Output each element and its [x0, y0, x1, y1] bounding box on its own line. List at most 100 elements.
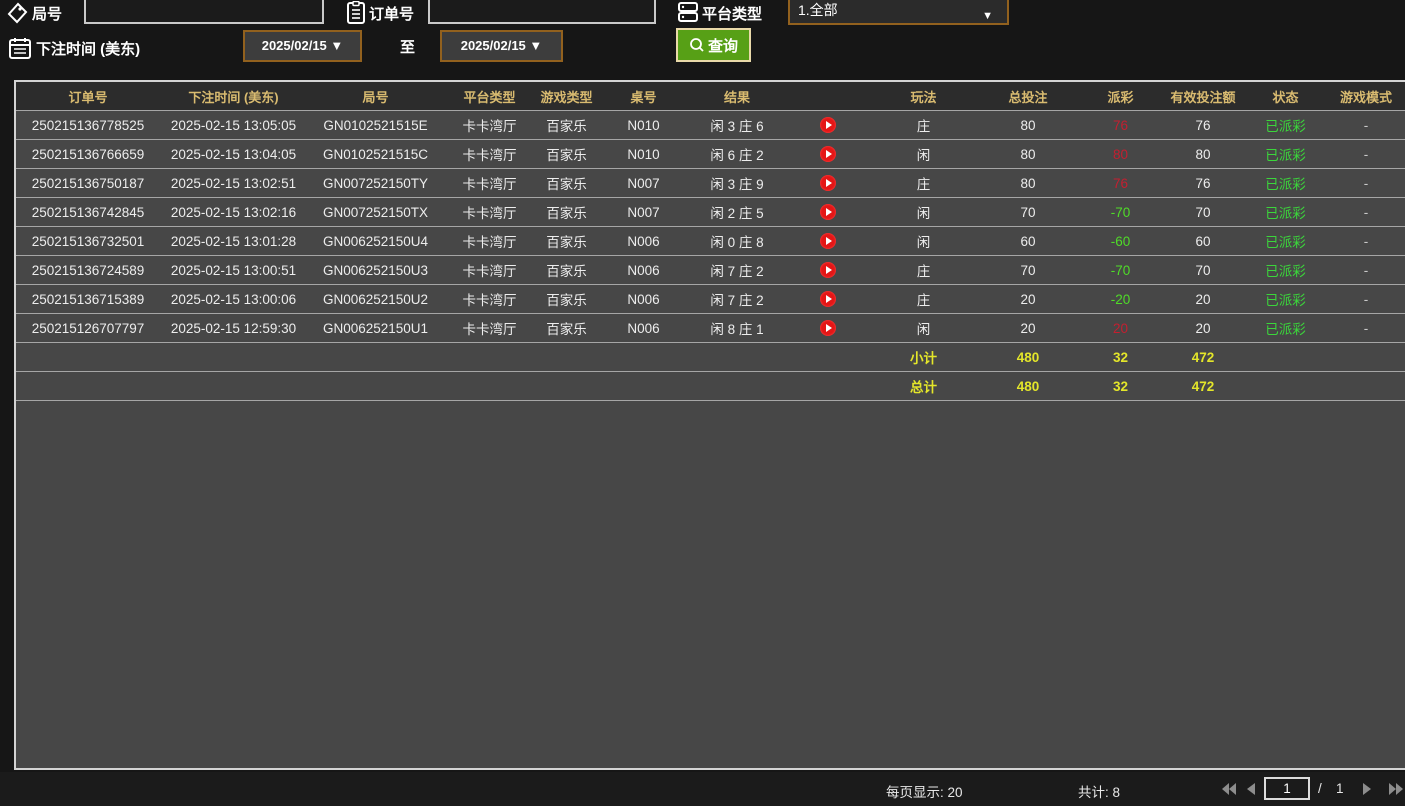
grand-total-payout: 32	[1112, 378, 1129, 394]
cell-payout: -70	[1110, 204, 1131, 220]
cell-total-bet: 70	[1020, 262, 1036, 278]
grand-total-label: 总计	[910, 380, 937, 395]
replay-play-icon[interactable]	[819, 204, 836, 220]
total-count-label: 共计: 8	[1078, 785, 1121, 800]
cell-status: 已派彩	[1265, 177, 1306, 192]
cell-order-id: 250215136715389	[31, 291, 145, 307]
column-header: 结果	[723, 89, 750, 105]
bet-time-label: 下注时间 (美东)	[36, 41, 141, 58]
cell-bet-on: 庄	[916, 264, 931, 279]
pagination-bar: 每页显示: 20 共计: 8 / 1	[0, 772, 1405, 806]
cell-table-no: N010	[627, 117, 660, 133]
column-header: 下注时间 (美东)	[188, 89, 279, 105]
cell-valid-bet: 20	[1195, 320, 1211, 336]
cell-result: 闲 6 庄 2	[710, 148, 764, 163]
next-page-button[interactable]	[1362, 782, 1372, 796]
bet-history-table: 订单号 下注时间 (美东) 局号 平台类型 游戏类型 桌号 结果 玩法 总投注 派彩 有效投注额 状态…	[14, 80, 1405, 770]
cell-total-bet: 80	[1020, 146, 1036, 162]
column-header: 桌号	[630, 89, 657, 105]
round-id-input[interactable]	[84, 0, 324, 24]
filter-bar: 局号 订单号 平台类型 1.全部 ▼ 下注时间 (美东) 2025/02/15 …	[0, 0, 1405, 78]
cell-round-id: GN007252150TY	[322, 175, 429, 191]
cell-status: 已派彩	[1265, 264, 1306, 279]
replay-play-icon[interactable]	[819, 146, 836, 162]
cell-total-bet: 60	[1020, 233, 1036, 249]
column-header: 总投注	[1008, 89, 1048, 105]
platform-type-select[interactable]: 1.全部 ▼	[788, 0, 1009, 25]
cell-valid-bet: 80	[1195, 146, 1211, 162]
cell-game-mode: -	[1363, 291, 1369, 307]
page-number-input[interactable]	[1264, 777, 1310, 800]
cell-result: 闲 3 庄 6	[710, 119, 764, 134]
cell-order-id: 250215136750187	[31, 175, 145, 191]
table-row: 250215126707797 2025-02-15 12:59:30 GN00…	[16, 313, 1405, 342]
search-button-label: 查询	[707, 37, 738, 55]
cell-game-mode: -	[1363, 117, 1369, 133]
cell-order-id: 250215136742845	[31, 204, 145, 220]
cell-platform: 卡卡湾厅	[462, 293, 517, 308]
cell-table-no: N010	[627, 146, 660, 162]
table-row: 250215136732501 2025-02-15 13:01:28 GN00…	[16, 226, 1405, 255]
cell-round-id: GN006252150U2	[322, 291, 429, 307]
cell-result: 闲 8 庄 1	[710, 322, 764, 337]
cell-table-no: N006	[627, 262, 660, 278]
cell-status: 已派彩	[1265, 119, 1306, 134]
table-row: 250215136715389 2025-02-15 13:00:06 GN00…	[16, 284, 1405, 313]
replay-play-icon[interactable]	[819, 291, 836, 307]
cell-table-no: N007	[627, 175, 660, 191]
cell-game-mode: -	[1363, 146, 1369, 162]
replay-play-icon[interactable]	[819, 233, 836, 249]
column-header: 玩法	[910, 89, 937, 105]
cell-valid-bet: 20	[1195, 291, 1211, 307]
cell-status: 已派彩	[1265, 293, 1306, 308]
date-from-picker[interactable]: 2025/02/15 ▼	[243, 30, 362, 62]
cell-game-mode: -	[1363, 204, 1369, 220]
cell-status: 已派彩	[1265, 322, 1306, 337]
subtotal-label: 小计	[910, 351, 937, 366]
column-header: 状态	[1272, 89, 1299, 105]
round-id-label: 局号	[32, 6, 63, 23]
cell-result: 闲 7 庄 2	[710, 293, 764, 308]
grand-total-row: 总计 480 32 472	[16, 371, 1405, 400]
cell-payout: -60	[1110, 233, 1131, 249]
replay-play-icon[interactable]	[819, 175, 836, 191]
cell-order-id: 250215136766659	[31, 146, 145, 162]
cell-payout: 20	[1112, 320, 1129, 336]
search-button[interactable]: 查询	[676, 28, 751, 62]
platform-type-value: 1.全部	[798, 2, 838, 18]
column-header: 游戏模式	[1339, 89, 1392, 105]
per-page-label: 每页显示: 20	[886, 785, 963, 800]
prev-page-button[interactable]	[1246, 782, 1256, 796]
replay-play-icon[interactable]	[819, 262, 836, 278]
cell-round-id: GN006252150U1	[322, 320, 429, 336]
search-icon	[689, 37, 705, 53]
cell-bet-time: 2025-02-15 13:01:28	[170, 233, 297, 249]
order-id-input[interactable]	[428, 0, 656, 24]
cell-result: 闲 0 庄 8	[710, 235, 764, 250]
last-page-button[interactable]	[1388, 782, 1404, 796]
cell-game-type: 百家乐	[546, 264, 587, 279]
cell-order-id: 250215126707797	[31, 320, 145, 336]
cell-total-bet: 80	[1020, 117, 1036, 133]
cell-table-no: N006	[627, 320, 660, 336]
chevron-down-icon: ▼	[982, 10, 993, 22]
table-row: 250215136724589 2025-02-15 13:00:51 GN00…	[16, 255, 1405, 284]
cell-bet-on: 闲	[916, 322, 931, 337]
table-row: 250215136778525 2025-02-15 13:05:05 GN01…	[16, 110, 1405, 139]
total-pages-label: 1	[1336, 781, 1344, 796]
cell-round-id: GN007252150TX	[322, 204, 429, 220]
cell-game-type: 百家乐	[546, 322, 587, 337]
replay-play-icon[interactable]	[819, 320, 836, 336]
cell-valid-bet: 76	[1195, 175, 1211, 191]
table-header-row: 订单号 下注时间 (美东) 局号 平台类型 游戏类型 桌号 结果 玩法 总投注 派彩 有效投注额 状态…	[16, 82, 1405, 110]
cell-platform: 卡卡湾厅	[462, 264, 517, 279]
cell-status: 已派彩	[1265, 206, 1306, 221]
column-header: 局号	[362, 89, 389, 105]
date-to-picker[interactable]: 2025/02/15 ▼	[440, 30, 563, 62]
first-page-button[interactable]	[1221, 782, 1237, 796]
replay-play-icon[interactable]	[819, 117, 836, 133]
cell-game-type: 百家乐	[546, 177, 587, 192]
cell-payout: 76	[1112, 175, 1129, 191]
cell-bet-time: 2025-02-15 13:00:51	[170, 262, 297, 278]
order-id-label: 订单号	[369, 6, 415, 23]
